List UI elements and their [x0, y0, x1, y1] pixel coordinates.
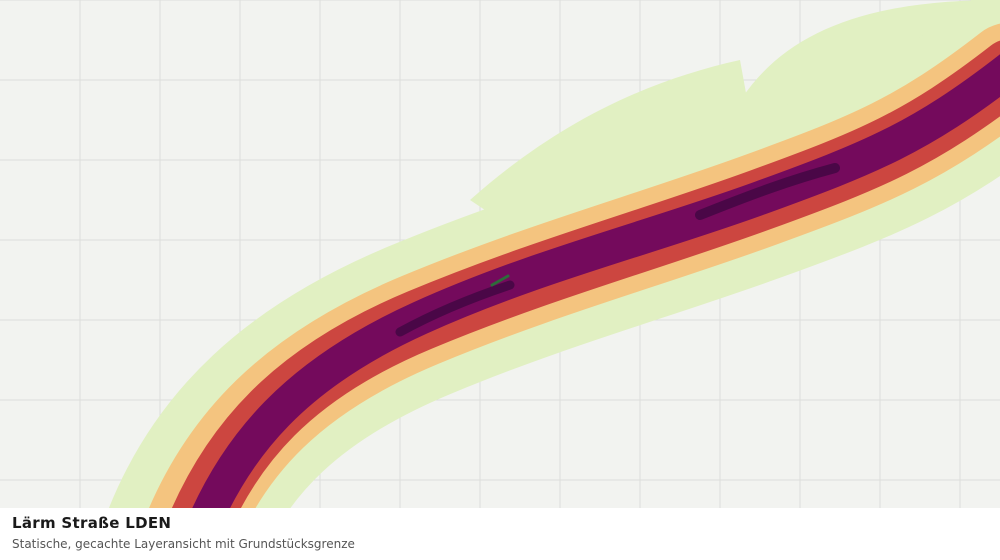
noise-zone-extreme: [395, 280, 515, 337]
caption: Lärm Straße LDEN Statische, gecachte Lay…: [0, 508, 1000, 560]
layer-subtitle: Statische, gecachte Layeransicht mit Gru…: [12, 537, 355, 551]
layer-title: Lärm Straße LDEN: [12, 514, 172, 532]
parcel-boundary: [490, 274, 510, 287]
noise-zone-extreme: [695, 163, 840, 220]
noise-bands: [95, 0, 1000, 560]
noise-zone-very-high: [173, 54, 1000, 560]
